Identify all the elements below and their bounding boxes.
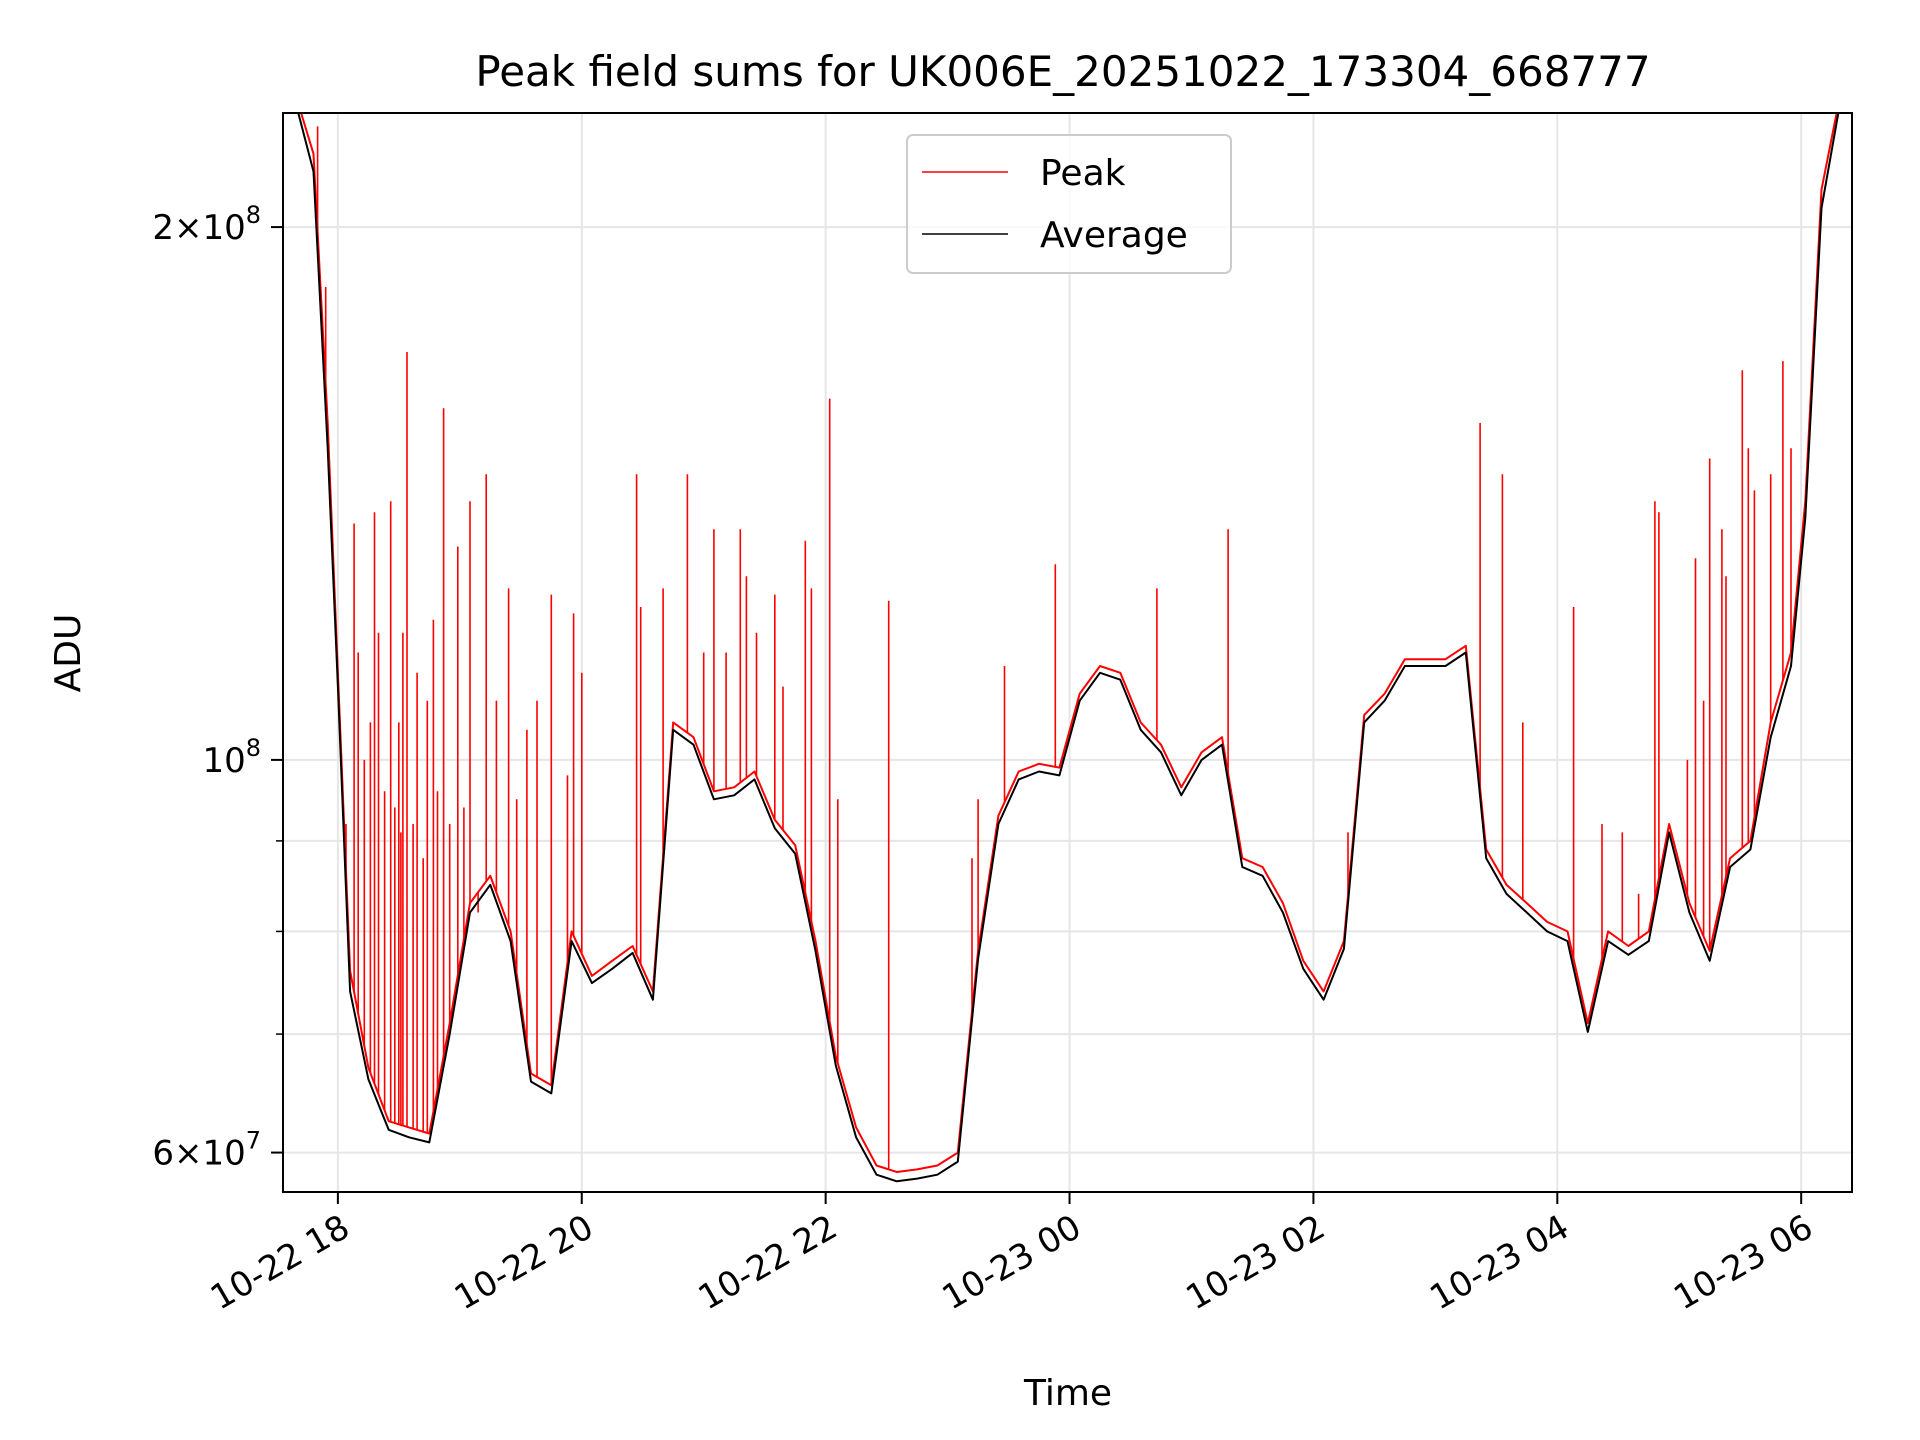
plot-frame	[282, 112, 1853, 1193]
series-peak-line	[300, 113, 1838, 1173]
x-axis-label: Time	[1023, 1373, 1112, 1414]
y-axis-label: ADU	[48, 614, 89, 693]
series-average-line	[297, 113, 1840, 1183]
grid-lines	[283, 113, 1852, 1192]
y-tick-label: 2×108	[152, 201, 261, 248]
legend-label-average: Average	[1040, 215, 1188, 256]
y-tick-label: 6×107	[152, 1127, 261, 1174]
legend-label-peak: Peak	[1040, 153, 1126, 194]
legend: Peak Average	[906, 134, 1232, 274]
plot-area	[297, 113, 1840, 1183]
legend-box	[906, 134, 1232, 274]
chart-title: Peak field sums for UK006E_20251022_1733…	[475, 47, 1650, 96]
